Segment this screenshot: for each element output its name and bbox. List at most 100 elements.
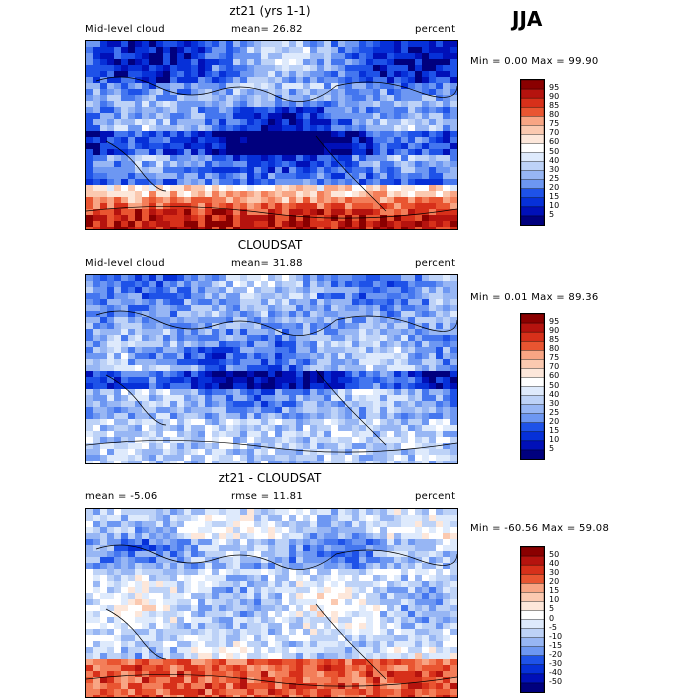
heatmap-cell [317,635,325,642]
heatmap-cell [366,275,374,282]
heatmap-cell [100,635,108,642]
heatmap-cell [121,335,129,342]
heatmap-cell [331,323,339,330]
heatmap-cell [107,569,115,576]
heatmap-cell [352,641,360,648]
heatmap-cell [443,185,451,192]
heatmap-cell [233,539,241,546]
heatmap-cell [233,509,241,516]
heatmap-cell [345,203,353,210]
heatmap-cell [205,353,213,360]
heatmap-cell [429,53,437,60]
heatmap-cell [86,215,94,222]
heatmap-cell [282,395,290,402]
heatmap-cell [443,419,451,426]
heatmap-cell [373,587,381,594]
heatmap-cell [422,521,430,528]
heatmap-cell [380,641,388,648]
heatmap-cell [240,425,248,432]
heatmap-cell [177,641,185,648]
heatmap-cell [254,227,262,229]
heatmap-cell [331,191,339,198]
heatmap-cell [114,527,122,534]
heatmap-cell [107,299,115,306]
heatmap-cell [205,215,213,222]
heatmap-cell [331,515,339,522]
heatmap-cell [219,215,227,222]
heatmap-cell [436,623,444,630]
heatmap-cell [177,371,185,378]
heatmap-cell [296,317,304,324]
heatmap-cell [415,617,423,624]
heatmap-cell [184,659,192,666]
heatmap-cell [114,329,122,336]
heatmap-cell [366,335,374,342]
heatmap-cell [156,281,164,288]
heatmap-cell [191,383,199,390]
heatmap-cell [219,173,227,180]
heatmap-cell [345,401,353,408]
heatmap-cell [170,383,178,390]
heatmap-cell [429,299,437,306]
heatmap-cell [156,647,164,654]
heatmap-cell [156,509,164,516]
heatmap-cell [261,341,269,348]
heatmap-cell [366,521,374,528]
heatmap-cell [261,59,269,66]
heatmap-cell [268,203,276,210]
heatmap-cell [401,191,409,198]
heatmap-cell [205,143,213,150]
heatmap-cell [450,611,457,618]
heatmap-cell [303,539,311,546]
heatmap-cell [198,509,206,516]
heatmap-cell [233,71,241,78]
heatmap-cell [443,455,451,462]
heatmap-cell [352,617,360,624]
heatmap-cell [247,47,255,54]
heatmap-cell [394,353,402,360]
heatmap-cell [191,227,199,229]
heatmap-cell [380,599,388,606]
heatmap-cell [429,149,437,156]
heatmap-cell [93,641,101,648]
heatmap-cell [233,533,241,540]
heatmap-cell [345,95,353,102]
heatmap-cell [401,575,409,582]
heatmap-cell [366,125,374,132]
heatmap-cell [310,221,318,228]
heatmap-cell [128,521,136,528]
heatmap-cell [121,641,129,648]
heatmap-cell [135,107,143,114]
heatmap-cell [324,155,332,162]
heatmap-cell [212,389,220,396]
heatmap-cell [170,287,178,294]
heatmap-cell [254,311,262,318]
heatmap-cell [373,545,381,552]
heatmap-cell [177,419,185,426]
heatmap-cell [429,413,437,420]
heatmap-cell [170,611,178,618]
heatmap-cell [149,299,157,306]
heatmap-cell [254,335,262,342]
heatmap-cell [401,407,409,414]
heatmap-cell [198,437,206,444]
heatmap-cell [401,425,409,432]
heatmap-cell [408,653,416,660]
heatmap-cell [366,197,374,204]
heatmap-cell [443,527,451,534]
heatmap-cell [121,203,129,210]
heatmap-cell [345,227,353,229]
heatmap-cell [177,191,185,198]
heatmap-cell [121,221,129,228]
heatmap-cell [317,437,325,444]
heatmap-cell [128,119,136,126]
heatmap-cell [415,317,423,324]
heatmap-cell [289,335,297,342]
heatmap-cell [387,545,395,552]
heatmap-cell [303,359,311,366]
heatmap-cell [394,653,402,660]
heatmap-cell [275,569,283,576]
heatmap-cell [373,191,381,198]
heatmap-cell [163,341,171,348]
heatmap-cell [352,293,360,300]
